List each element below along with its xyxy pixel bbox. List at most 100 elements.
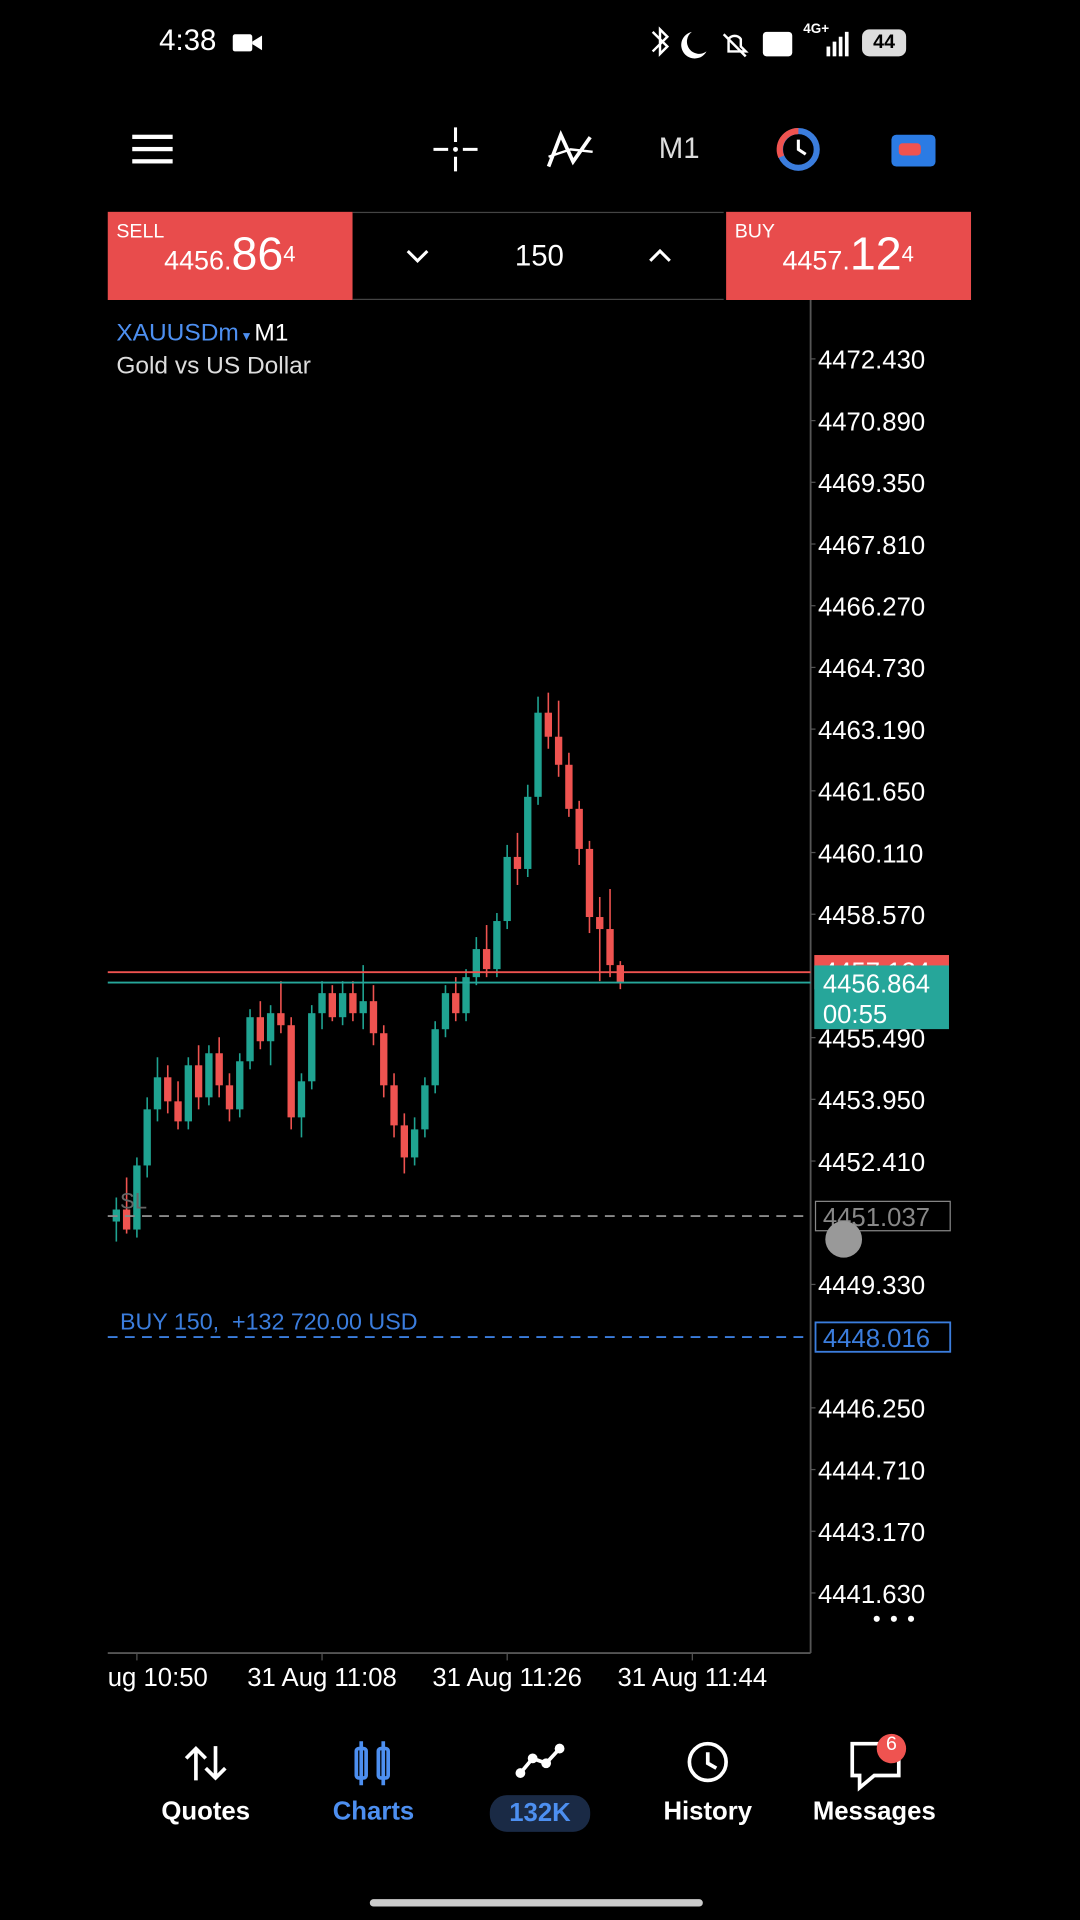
candle-body bbox=[174, 1101, 182, 1122]
bid-tag bbox=[814, 965, 949, 1030]
y-tick-label: 4466.270 bbox=[818, 594, 925, 622]
volume[interactable]: 150 bbox=[514, 240, 564, 274]
candle-body bbox=[390, 1085, 398, 1126]
candle-body bbox=[565, 764, 573, 809]
status-icons bbox=[651, 26, 849, 59]
candle-body bbox=[503, 856, 511, 922]
nav-icons bbox=[184, 1733, 907, 1792]
buy-button[interactable]: BUY 4457.124 bbox=[726, 211, 972, 301]
x-tick-label: ug 10:50 bbox=[108, 1664, 208, 1692]
toolbar-icons[interactable] bbox=[122, 122, 979, 178]
more-dot bbox=[907, 1615, 915, 1622]
candle-body bbox=[410, 1129, 419, 1158]
y-tick-label: 4460.110 bbox=[818, 840, 923, 868]
volume-up[interactable] bbox=[647, 247, 674, 264]
candle-body bbox=[122, 1209, 131, 1230]
clock: 4:38 bbox=[159, 24, 217, 58]
candle-body bbox=[184, 1065, 193, 1122]
candle-body bbox=[369, 1001, 378, 1034]
nav-history[interactable]: History bbox=[663, 1797, 753, 1826]
network-type: 4G+ bbox=[803, 22, 830, 37]
candle-body bbox=[472, 949, 481, 978]
candle-body bbox=[493, 921, 501, 970]
candle-body bbox=[585, 848, 594, 918]
sell-price-main: 4456. bbox=[164, 244, 232, 276]
candle-body bbox=[513, 856, 522, 869]
position-label: BUY 150, +132 720.00 USD bbox=[120, 1309, 418, 1335]
y-tick-label: 4444.710 bbox=[818, 1457, 925, 1485]
nav-messages[interactable]: Messages bbox=[812, 1797, 936, 1826]
nav-charts[interactable]: Charts bbox=[332, 1797, 415, 1826]
candle-body bbox=[616, 965, 625, 983]
buy-price: 4457.124 bbox=[782, 229, 913, 282]
candle-body bbox=[462, 977, 470, 1014]
y-tick-label: 4463.190 bbox=[818, 717, 925, 745]
candle-body bbox=[524, 796, 532, 869]
symbol-name[interactable]: XAUUSDm bbox=[116, 319, 239, 347]
y-tick-label: 4449.330 bbox=[818, 1272, 925, 1300]
y-tick-label: 4458.570 bbox=[818, 902, 925, 930]
candle-body bbox=[164, 1077, 172, 1102]
candle-body bbox=[380, 1033, 388, 1086]
candle-body bbox=[421, 1085, 429, 1130]
candle-body bbox=[318, 993, 326, 1014]
candle-body bbox=[554, 736, 563, 765]
y-tick-label: 4443.170 bbox=[818, 1519, 925, 1547]
candle-body bbox=[606, 929, 614, 966]
candle-body bbox=[544, 712, 553, 737]
candle-body bbox=[431, 1029, 439, 1086]
buy-price-big: 12 bbox=[849, 228, 902, 281]
candle-body bbox=[575, 808, 583, 849]
candle-body bbox=[246, 1017, 254, 1062]
candle-body bbox=[153, 1077, 162, 1110]
timeframe-button[interactable]: M1 bbox=[658, 132, 700, 166]
volume-down[interactable] bbox=[404, 247, 431, 264]
camera-icon bbox=[232, 34, 263, 52]
sell-button[interactable]: SELL 4456.864 bbox=[107, 211, 353, 301]
y-tick-label: 4469.350 bbox=[818, 470, 925, 498]
candle-body bbox=[236, 1061, 244, 1110]
candle-body bbox=[441, 993, 450, 1030]
position-tag bbox=[814, 1321, 952, 1353]
candle-body bbox=[328, 993, 337, 1018]
candle-body bbox=[287, 1025, 295, 1118]
sell-price-sup: 4 bbox=[283, 242, 296, 267]
candle-body bbox=[297, 1081, 306, 1118]
y-tick-label: 4464.730 bbox=[818, 655, 925, 683]
x-tick-label: 31 Aug 11:26 bbox=[432, 1664, 582, 1692]
nav-trade[interactable]: 132K bbox=[489, 1795, 591, 1832]
candle-body bbox=[349, 993, 357, 1014]
volume-control: 150 bbox=[352, 211, 724, 301]
sl-drag-handle[interactable] bbox=[825, 1220, 863, 1258]
y-tick-label: 4470.890 bbox=[818, 408, 925, 436]
messages-badge: 6 bbox=[885, 1733, 897, 1755]
symbol-description: Gold vs US Dollar bbox=[116, 352, 311, 380]
candle-body bbox=[256, 1017, 265, 1042]
buy-price-main: 4457. bbox=[782, 244, 850, 276]
battery: 44 bbox=[862, 29, 907, 57]
nav-quotes[interactable]: Quotes bbox=[161, 1797, 251, 1826]
y-tick-label: 4472.430 bbox=[818, 347, 925, 375]
x-tick-label: 31 Aug 11:44 bbox=[618, 1664, 768, 1692]
home-indicator bbox=[369, 1899, 703, 1907]
sl-label: SL bbox=[120, 1189, 147, 1214]
bid-tag-label: 4456.864 bbox=[823, 970, 930, 998]
candle-body bbox=[215, 1053, 223, 1086]
y-tick-label: 4446.250 bbox=[818, 1396, 925, 1424]
candle-body bbox=[225, 1085, 234, 1110]
sell-price: 4456.864 bbox=[164, 229, 295, 282]
sell-label: SELL bbox=[116, 221, 165, 243]
y-tick-label: 4453.950 bbox=[818, 1087, 925, 1115]
candle-body bbox=[534, 712, 542, 797]
buy-price-sup: 4 bbox=[901, 242, 914, 267]
candle-body bbox=[338, 993, 347, 1018]
more-dot bbox=[873, 1615, 880, 1622]
symbol-timeframe: M1 bbox=[254, 319, 289, 347]
candle-body bbox=[266, 1013, 275, 1042]
symbol-header: XAUUSDm ▾ M1 bbox=[116, 319, 289, 347]
candle-body bbox=[205, 1053, 213, 1098]
sell-price-big: 86 bbox=[231, 228, 284, 281]
candle-body bbox=[452, 993, 460, 1014]
